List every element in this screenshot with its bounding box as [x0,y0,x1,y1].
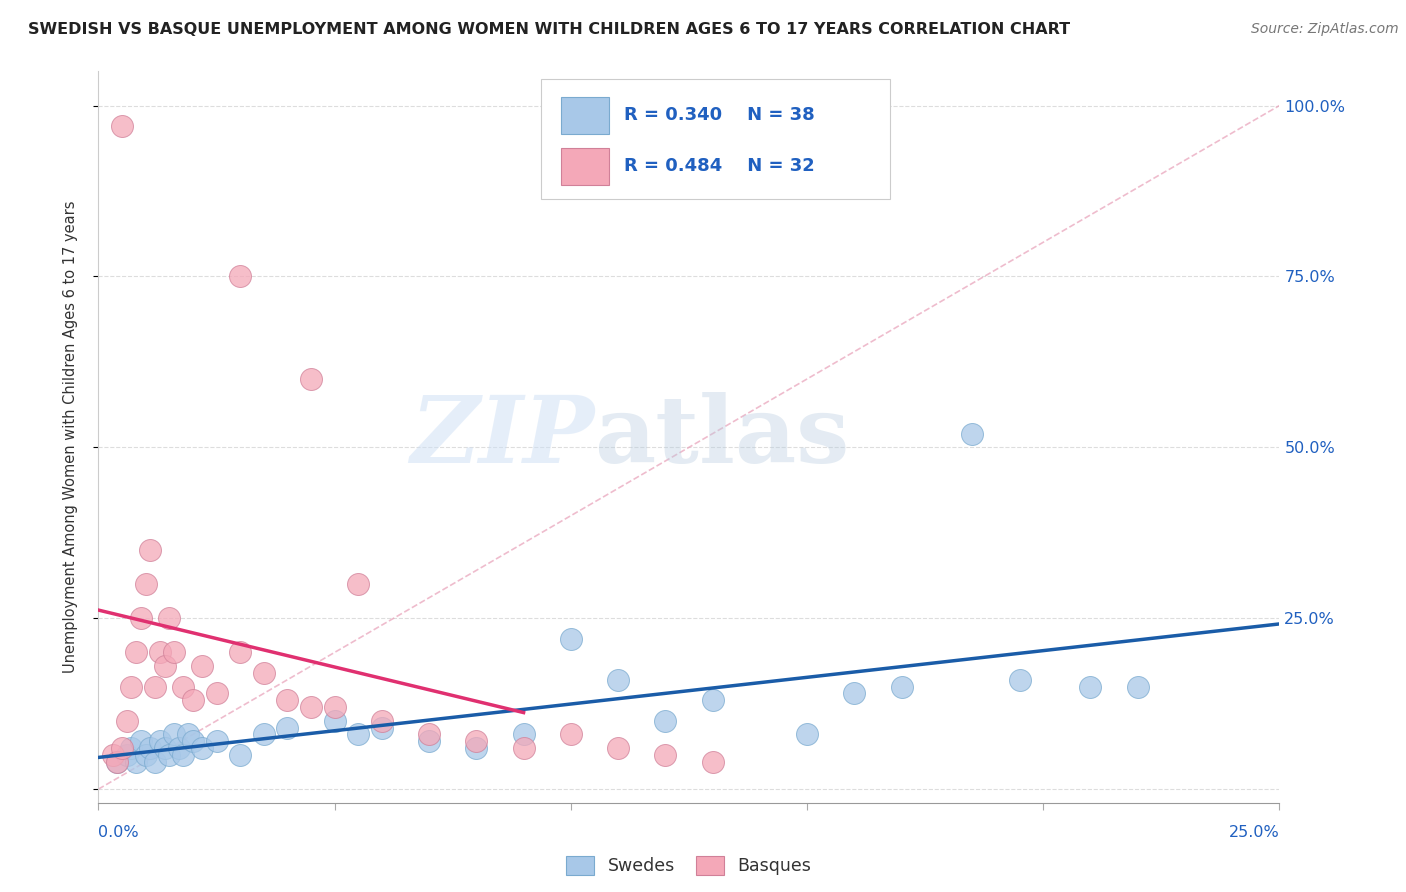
Point [135,577,157,591]
FancyBboxPatch shape [541,78,890,200]
Point [418,727,440,741]
Point [191,659,214,673]
Text: Source: ZipAtlas.com: Source: ZipAtlas.com [1251,22,1399,37]
Point [205,734,228,748]
Point [163,645,186,659]
Point [371,721,394,735]
Point [702,693,724,707]
Point [347,727,370,741]
Point [299,372,322,386]
Point [323,714,346,728]
Text: R = 0.484    N = 32: R = 0.484 N = 32 [624,158,814,176]
Text: R = 0.340    N = 38: R = 0.340 N = 38 [624,105,814,123]
Point [702,755,724,769]
Text: 25.0%: 25.0% [1229,825,1279,840]
Point [607,741,630,756]
Point [560,632,582,646]
Point [512,727,534,741]
Point [101,747,124,762]
Point [1080,680,1102,694]
Text: SWEDISH VS BASQUE UNEMPLOYMENT AMONG WOMEN WITH CHILDREN AGES 6 TO 17 YEARS CORR: SWEDISH VS BASQUE UNEMPLOYMENT AMONG WOM… [28,22,1070,37]
Point [157,611,180,625]
FancyBboxPatch shape [561,97,609,134]
Point [172,680,194,694]
Point [139,542,162,557]
Point [654,714,676,728]
Point [607,673,630,687]
Point [149,734,172,748]
Point [371,714,394,728]
Point [191,741,214,756]
Point [121,741,143,756]
Point [276,693,298,707]
Point [115,747,138,762]
Point [229,269,252,284]
Point [115,714,138,728]
Text: atlas: atlas [595,392,849,482]
Point [143,755,166,769]
Point [465,741,488,756]
Point [512,741,534,756]
Point [149,645,172,659]
Point [560,727,582,741]
Point [125,645,148,659]
Point [229,747,252,762]
Point [153,659,176,673]
Point [129,611,152,625]
Legend: Swedes, Basques: Swedes, Basques [560,848,818,882]
Point [229,645,252,659]
Point [177,727,200,741]
Text: 0.0%: 0.0% [98,825,139,840]
Point [253,665,276,680]
Point [962,426,984,441]
Point [890,680,912,694]
Point [157,747,180,762]
Point [654,747,676,762]
Point [1126,680,1149,694]
Point [167,741,190,756]
Point [299,700,322,714]
FancyBboxPatch shape [561,148,609,185]
Point [181,734,204,748]
Y-axis label: Unemployment Among Women with Children Ages 6 to 17 years: Unemployment Among Women with Children A… [63,201,77,673]
Point [1008,673,1031,687]
Point [796,727,818,741]
Point [153,741,176,756]
Point [276,721,298,735]
Point [129,734,152,748]
Point [111,741,134,756]
Point [253,727,276,741]
Point [121,680,143,694]
Point [125,755,148,769]
Point [105,755,128,769]
Point [347,577,370,591]
Text: ZIP: ZIP [411,392,595,482]
Point [143,680,166,694]
Point [163,727,186,741]
Point [139,741,162,756]
Point [465,734,488,748]
Point [105,755,128,769]
Point [172,747,194,762]
Point [181,693,204,707]
Point [323,700,346,714]
Point [418,734,440,748]
Point [205,686,228,700]
Point [111,119,134,133]
Point [844,686,866,700]
Point [135,747,157,762]
